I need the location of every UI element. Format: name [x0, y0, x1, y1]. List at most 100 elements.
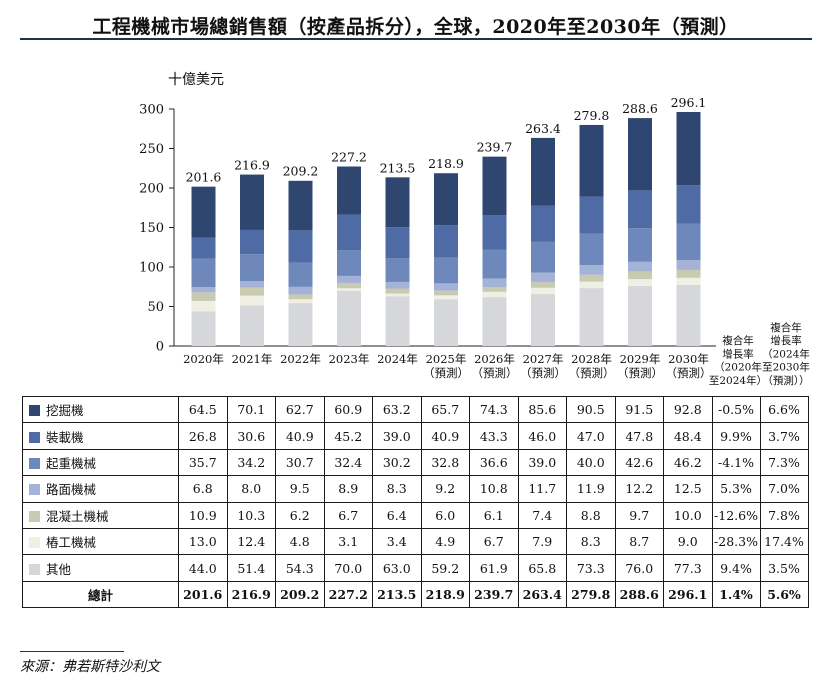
table-value-cell: 9.2 [420, 475, 470, 503]
x-category-label: 2030年 [668, 352, 709, 366]
table-row: 路面機械 6.8 8.0 9.5 8.9 8.3 9.2 10.8 11.7 11.9 12.2 12… [22, 475, 809, 503]
bar-segment [337, 282, 361, 289]
table-value-cell: 11.7 [517, 475, 567, 503]
table-cagr-cell: 5.3% [711, 475, 761, 503]
bar-segment [240, 295, 264, 306]
series-name: 其他 [46, 561, 72, 577]
bar-segment [482, 278, 507, 287]
table-total-cell: 296.1 [663, 580, 713, 609]
bar-segment [288, 262, 313, 287]
table-cagr-cell: 3.7% [759, 422, 809, 450]
table-row: 其他 44.0 51.4 54.3 70.0 63.0 59.2 61.9 65.8 73.3 76… [22, 554, 809, 582]
x-category-label: 2026年 [474, 352, 515, 366]
table-total-cell: 201.6 [178, 580, 228, 609]
series-name: 樁工機械 [46, 535, 97, 551]
y-tick-label: 250 [139, 142, 164, 157]
table-cagr-cell: 7.8% [759, 501, 809, 529]
table-value-cell: 46.0 [517, 422, 567, 450]
table-value-cell: 26.8 [178, 422, 228, 450]
legend-swatch [29, 510, 40, 522]
table-value-cell: 85.6 [517, 395, 567, 424]
table-value-cell: 65.7 [420, 395, 470, 424]
table-value-cell: 9.7 [614, 501, 664, 529]
series-name: 混凝土機械 [46, 508, 109, 524]
bar-segment [385, 227, 410, 259]
table-value-cell: 44.0 [178, 554, 228, 582]
table-value-cell: 6.0 [420, 501, 470, 529]
table-row: 起重機械 35.7 34.2 30.7 32.4 30.2 32.8 36.6 39.0 40.0… [22, 448, 809, 477]
table-value-cell: 54.3 [275, 554, 325, 582]
series-label-cell: 樁工機械 [22, 527, 179, 556]
y-tick-label: 50 [147, 300, 164, 315]
table-value-cell: 12.2 [614, 475, 664, 503]
x-category-label: （預測） [423, 366, 469, 380]
table-value-cell: 12.5 [663, 475, 713, 503]
table-value-cell: 64.5 [178, 395, 228, 424]
table-value-cell: 8.9 [323, 475, 373, 503]
table-total-cell: 239.7 [469, 580, 519, 609]
x-category-label: （預測） [569, 366, 615, 380]
table-value-cell: 39.0 [372, 422, 422, 450]
x-category-label: 2025年 [426, 352, 467, 366]
bar-segment [531, 294, 555, 346]
legend-swatch [29, 405, 40, 417]
bar-segment [676, 185, 701, 224]
source-divider [20, 651, 124, 652]
bar-segment [240, 287, 264, 296]
table-value-cell: 74.3 [469, 395, 519, 424]
table-cagr-cell: 17.4% [759, 527, 809, 556]
table-value-cell: 8.0 [226, 475, 276, 503]
table-value-cell: 3.1 [323, 527, 373, 556]
bar-total-label: 227.2 [331, 150, 367, 165]
table-total-cell: 218.9 [420, 580, 470, 609]
table-total-cell: 209.2 [275, 580, 325, 609]
bar-segment [434, 299, 458, 346]
series-label-cell: 路面機械 [22, 475, 179, 503]
cagr-header-text: （預測）） [762, 374, 809, 387]
bar-segment [191, 186, 216, 238]
x-category-label: 2021年 [232, 352, 273, 366]
x-category-label: 2024年 [377, 352, 418, 366]
bar-segment [385, 177, 410, 228]
table-value-cell: 10.9 [178, 501, 228, 529]
table-cagr-cell: 6.6% [759, 395, 809, 424]
bar-segment [288, 180, 313, 231]
table-value-cell: 92.8 [663, 395, 713, 424]
table-value-cell: 63.2 [372, 395, 422, 424]
table-total-cell: 279.8 [566, 580, 616, 609]
x-category-label: （預測） [666, 366, 712, 380]
table-value-cell: 73.3 [566, 554, 616, 582]
bar-segment [482, 249, 507, 279]
bar-layer [191, 112, 701, 346]
bar-total-label: 216.9 [234, 158, 270, 173]
table-value-cell: 8.3 [566, 527, 616, 556]
data-table: 挖掘機 64.5 70.1 62.7 60.9 63.2 65.7 74.3 85.6 90.5 9… [22, 395, 809, 609]
bar-segment [579, 288, 604, 346]
bar-segment [434, 173, 458, 226]
table-row: 混凝土機械 10.9 10.3 6.2 6.7 6.4 6.0 6.1 7.4 8.8 9.7 10.… [22, 501, 809, 529]
table-cagr-cell: -0.5% [711, 395, 761, 424]
table-value-cell: 30.7 [275, 448, 325, 477]
bar-segment [288, 294, 313, 300]
table-cagr-cell: 9.4% [711, 554, 761, 582]
series-name: 裝載機 [46, 429, 84, 445]
cagr-header-text: 複合年 [770, 321, 802, 334]
x-category-label: 2027年 [523, 352, 564, 366]
table-value-cell: 7.4 [517, 501, 567, 529]
bar-segment [191, 258, 216, 287]
table-value-cell: 8.3 [372, 475, 422, 503]
bar-segment [434, 283, 458, 291]
series-name: 起重機械 [46, 455, 97, 471]
series-label-cell: 起重機械 [22, 448, 179, 477]
bar-total-label: 239.7 [477, 140, 513, 155]
table-value-cell: 46.2 [663, 448, 713, 477]
bar-total-label: 209.2 [283, 164, 319, 179]
table-value-cell: 61.9 [469, 554, 519, 582]
table-value-cell: 13.0 [178, 527, 228, 556]
table-value-cell: 6.4 [372, 501, 422, 529]
table-total-cagr-cell: 5.6% [759, 580, 809, 609]
bar-total-label: 213.5 [380, 160, 416, 175]
bar-segment [191, 237, 216, 259]
table-value-cell: 36.6 [469, 448, 519, 477]
bar-segment [482, 286, 507, 292]
